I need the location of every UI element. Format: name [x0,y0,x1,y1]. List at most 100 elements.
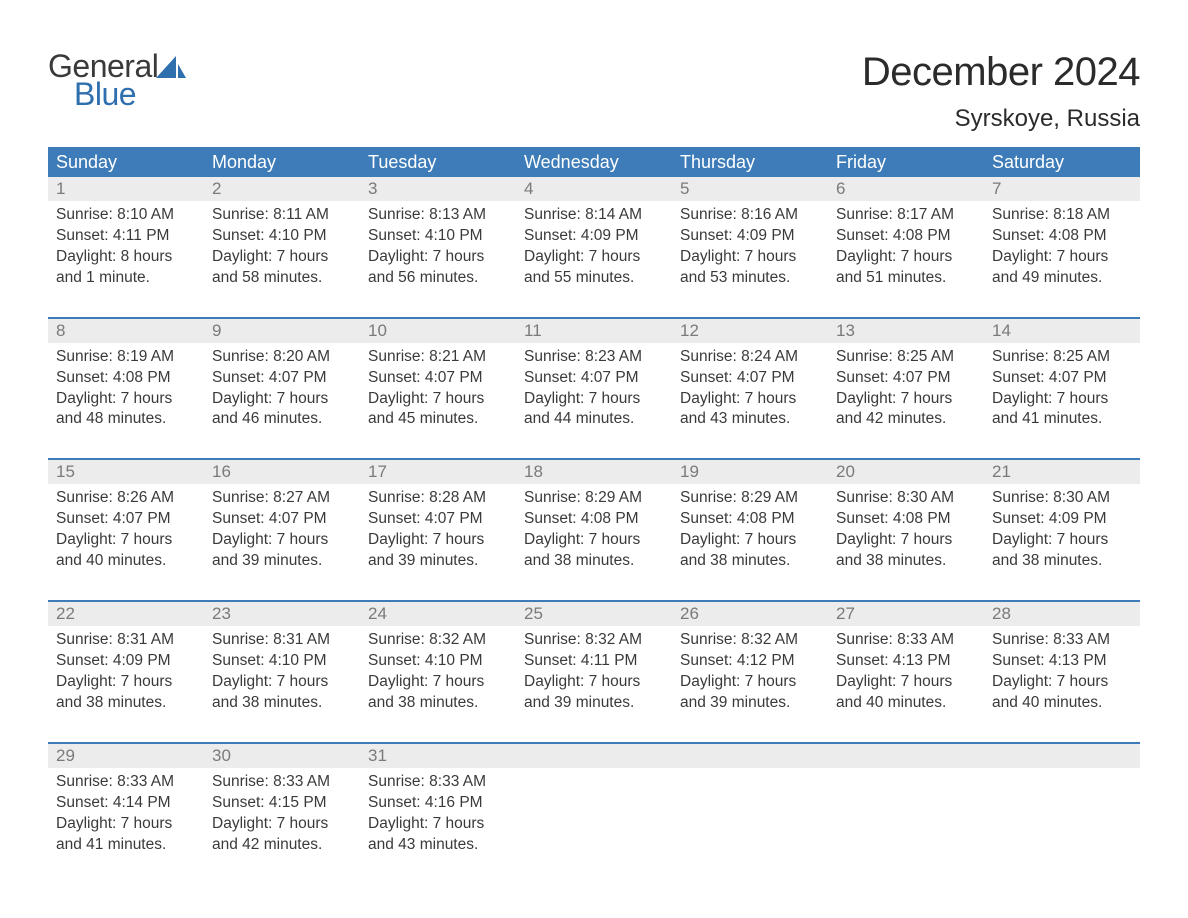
sunset-line: Sunset: 4:16 PM [368,793,508,814]
day-body: Sunrise: 8:18 AMSunset: 4:08 PMDaylight:… [984,201,1140,295]
sunset-line: Sunset: 4:08 PM [836,226,976,247]
day-number: 3 [360,177,516,201]
day-cell: 15Sunrise: 8:26 AMSunset: 4:07 PMDayligh… [48,460,204,578]
day-number: 27 [828,602,984,626]
day-number: 11 [516,319,672,343]
week-row: 29Sunrise: 8:33 AMSunset: 4:14 PMDayligh… [48,742,1140,862]
day-cell: 18Sunrise: 8:29 AMSunset: 4:08 PMDayligh… [516,460,672,578]
day-cell: 31Sunrise: 8:33 AMSunset: 4:16 PMDayligh… [360,744,516,862]
sunset-line: Sunset: 4:12 PM [680,651,820,672]
daylight-line-1: Daylight: 7 hours [368,672,508,693]
sunset-line: Sunset: 4:07 PM [56,509,196,530]
day-number: 1 [48,177,204,201]
day-cell: 14Sunrise: 8:25 AMSunset: 4:07 PMDayligh… [984,319,1140,437]
day-number-empty [984,744,1140,768]
daylight-line-1: Daylight: 7 hours [680,672,820,693]
day-cell: 8Sunrise: 8:19 AMSunset: 4:08 PMDaylight… [48,319,204,437]
daylight-line-2: and 39 minutes. [368,551,508,572]
day-body: Sunrise: 8:30 AMSunset: 4:09 PMDaylight:… [984,484,1140,578]
sunset-line: Sunset: 4:13 PM [836,651,976,672]
weekday-header-row: SundayMondayTuesdayWednesdayThursdayFrid… [48,147,1140,177]
sunrise-line: Sunrise: 8:19 AM [56,347,196,368]
day-number: 5 [672,177,828,201]
daylight-line-1: Daylight: 7 hours [368,530,508,551]
day-cell: 16Sunrise: 8:27 AMSunset: 4:07 PMDayligh… [204,460,360,578]
week-row: 15Sunrise: 8:26 AMSunset: 4:07 PMDayligh… [48,458,1140,578]
day-number: 6 [828,177,984,201]
daylight-line-1: Daylight: 7 hours [56,814,196,835]
week-row: 22Sunrise: 8:31 AMSunset: 4:09 PMDayligh… [48,600,1140,720]
day-body: Sunrise: 8:10 AMSunset: 4:11 PMDaylight:… [48,201,204,295]
day-body: Sunrise: 8:31 AMSunset: 4:10 PMDaylight:… [204,626,360,720]
day-body: Sunrise: 8:17 AMSunset: 4:08 PMDaylight:… [828,201,984,295]
weekday-header: Sunday [48,152,204,173]
day-body: Sunrise: 8:21 AMSunset: 4:07 PMDaylight:… [360,343,516,437]
sunset-line: Sunset: 4:09 PM [680,226,820,247]
day-number: 16 [204,460,360,484]
day-number: 15 [48,460,204,484]
day-cell: 22Sunrise: 8:31 AMSunset: 4:09 PMDayligh… [48,602,204,720]
day-number: 9 [204,319,360,343]
day-body: Sunrise: 8:29 AMSunset: 4:08 PMDaylight:… [516,484,672,578]
sunrise-line: Sunrise: 8:23 AM [524,347,664,368]
daylight-line-2: and 41 minutes. [56,835,196,856]
weekday-header: Monday [204,152,360,173]
daylight-line-1: Daylight: 7 hours [368,247,508,268]
sunrise-line: Sunrise: 8:18 AM [992,205,1132,226]
day-number: 23 [204,602,360,626]
daylight-line-1: Daylight: 7 hours [680,389,820,410]
day-number: 28 [984,602,1140,626]
day-cell: 29Sunrise: 8:33 AMSunset: 4:14 PMDayligh… [48,744,204,862]
day-number: 25 [516,602,672,626]
day-body: Sunrise: 8:23 AMSunset: 4:07 PMDaylight:… [516,343,672,437]
daylight-line-2: and 38 minutes. [680,551,820,572]
sail-icon [156,56,186,87]
sunrise-line: Sunrise: 8:29 AM [524,488,664,509]
day-body: Sunrise: 8:25 AMSunset: 4:07 PMDaylight:… [828,343,984,437]
day-body: Sunrise: 8:33 AMSunset: 4:13 PMDaylight:… [828,626,984,720]
day-number: 21 [984,460,1140,484]
sunrise-line: Sunrise: 8:17 AM [836,205,976,226]
day-cell: 2Sunrise: 8:11 AMSunset: 4:10 PMDaylight… [204,177,360,295]
day-cell: 12Sunrise: 8:24 AMSunset: 4:07 PMDayligh… [672,319,828,437]
day-cell: 13Sunrise: 8:25 AMSunset: 4:07 PMDayligh… [828,319,984,437]
daylight-line-1: Daylight: 7 hours [680,530,820,551]
day-body: Sunrise: 8:11 AMSunset: 4:10 PMDaylight:… [204,201,360,295]
day-number-empty [828,744,984,768]
daylight-line-2: and 38 minutes. [368,693,508,714]
day-number-empty [672,744,828,768]
day-number: 7 [984,177,1140,201]
sunset-line: Sunset: 4:10 PM [212,651,352,672]
day-number: 30 [204,744,360,768]
day-cell: 17Sunrise: 8:28 AMSunset: 4:07 PMDayligh… [360,460,516,578]
day-cell: 9Sunrise: 8:20 AMSunset: 4:07 PMDaylight… [204,319,360,437]
sunrise-line: Sunrise: 8:30 AM [992,488,1132,509]
day-cell: 5Sunrise: 8:16 AMSunset: 4:09 PMDaylight… [672,177,828,295]
daylight-line-2: and 58 minutes. [212,268,352,289]
day-number: 13 [828,319,984,343]
day-number: 19 [672,460,828,484]
daylight-line-2: and 44 minutes. [524,409,664,430]
daylight-line-2: and 45 minutes. [368,409,508,430]
sunset-line: Sunset: 4:07 PM [368,368,508,389]
sunset-line: Sunset: 4:10 PM [368,226,508,247]
sunset-line: Sunset: 4:08 PM [836,509,976,530]
sunset-line: Sunset: 4:10 PM [212,226,352,247]
day-body: Sunrise: 8:29 AMSunset: 4:08 PMDaylight:… [672,484,828,578]
daylight-line-1: Daylight: 7 hours [524,247,664,268]
sunrise-line: Sunrise: 8:29 AM [680,488,820,509]
day-cell: 11Sunrise: 8:23 AMSunset: 4:07 PMDayligh… [516,319,672,437]
daylight-line-1: Daylight: 7 hours [212,530,352,551]
day-body: Sunrise: 8:16 AMSunset: 4:09 PMDaylight:… [672,201,828,295]
day-body: Sunrise: 8:33 AMSunset: 4:13 PMDaylight:… [984,626,1140,720]
sunset-line: Sunset: 4:07 PM [212,509,352,530]
day-number: 31 [360,744,516,768]
day-body: Sunrise: 8:24 AMSunset: 4:07 PMDaylight:… [672,343,828,437]
title-block: December 2024 Syrskoye, Russia [862,50,1140,141]
daylight-line-2: and 38 minutes. [836,551,976,572]
day-body: Sunrise: 8:32 AMSunset: 4:11 PMDaylight:… [516,626,672,720]
sunrise-line: Sunrise: 8:33 AM [212,772,352,793]
sunset-line: Sunset: 4:08 PM [992,226,1132,247]
day-body: Sunrise: 8:19 AMSunset: 4:08 PMDaylight:… [48,343,204,437]
logo: General Blue [48,50,186,110]
